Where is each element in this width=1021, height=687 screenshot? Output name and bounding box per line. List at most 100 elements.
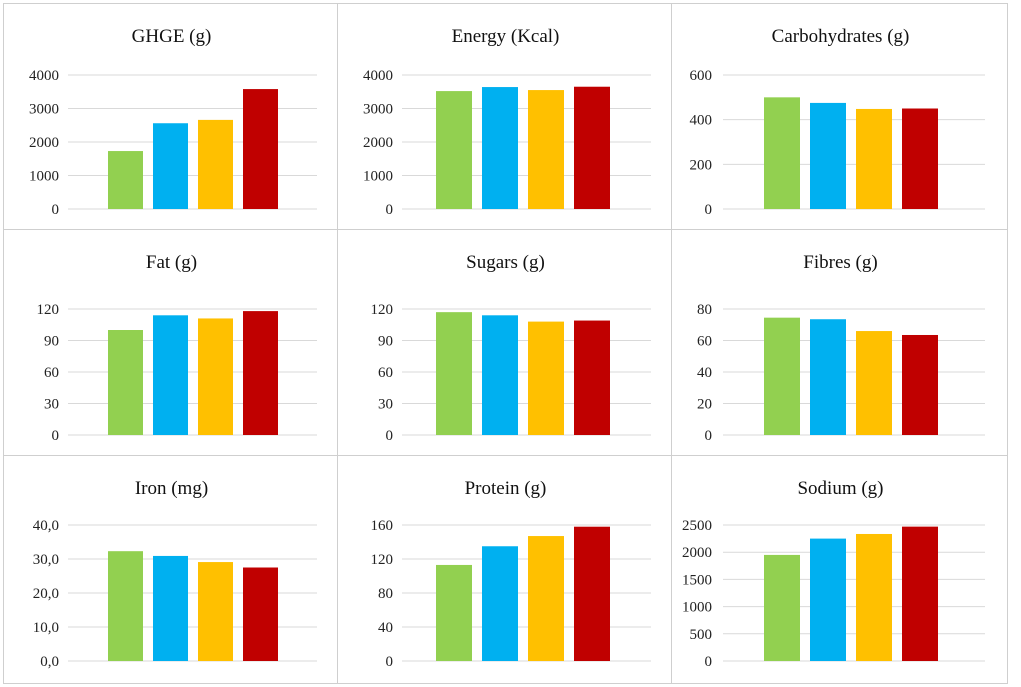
bar-2 bbox=[810, 319, 846, 435]
y-tick-label: 4000 bbox=[29, 68, 59, 84]
y-tick-label: 30 bbox=[378, 397, 393, 413]
y-tick-label: 40 bbox=[697, 365, 712, 381]
bar-3 bbox=[528, 321, 564, 435]
y-tick-label: 60 bbox=[697, 334, 712, 350]
chart-energy: Energy (Kcal) 0 1000 2000 3000 4000 bbox=[363, 26, 651, 218]
y-tick-label: 120 bbox=[37, 302, 60, 318]
chart-title: Sodium (g) bbox=[797, 478, 883, 499]
y-tick-label: 1000 bbox=[29, 169, 59, 185]
y-tick-label: 80 bbox=[378, 586, 393, 602]
y-tick-label: 200 bbox=[690, 157, 713, 173]
y-tick-label: 0,0 bbox=[40, 654, 59, 670]
y-tick-label: 2500 bbox=[682, 518, 712, 534]
chart-title: Iron (mg) bbox=[135, 478, 208, 499]
bar-3 bbox=[856, 108, 892, 209]
y-tick-label: 0 bbox=[705, 202, 713, 218]
bar-2 bbox=[153, 315, 188, 435]
panel-sodium: Sodium (g) 0 500 1000 1500 2000 2500 bbox=[671, 455, 1008, 684]
y-tick-label: 1500 bbox=[682, 572, 712, 588]
chart-sodium: Sodium (g) 0 500 1000 1500 2000 2500 bbox=[682, 478, 985, 670]
y-tick-label: 2000 bbox=[363, 135, 393, 151]
panel-iron: Iron (mg) 0,0 10,0 20,0 30,0 40,0 bbox=[3, 455, 338, 684]
bar-1 bbox=[764, 317, 800, 435]
y-tick-label: 2000 bbox=[682, 545, 712, 561]
panel-sugars: Sugars (g) 0 30 60 90 120 bbox=[337, 229, 672, 456]
bar-4 bbox=[243, 89, 278, 209]
panel-fat: Fat (g) 0 30 60 90 120 bbox=[3, 229, 338, 456]
bar-4 bbox=[574, 526, 610, 661]
y-tick-label: 60 bbox=[44, 365, 59, 381]
y-tick-label: 600 bbox=[690, 68, 713, 84]
bar-3 bbox=[528, 536, 564, 661]
y-tick-label: 90 bbox=[44, 334, 59, 350]
chart-title: Carbohydrates (g) bbox=[772, 26, 910, 47]
y-tick-label: 0 bbox=[705, 654, 713, 670]
panel-protein: Protein (g) 0 40 80 120 160 bbox=[337, 455, 672, 684]
bar-4 bbox=[574, 320, 610, 435]
bar-1 bbox=[436, 564, 472, 661]
y-tick-label: 120 bbox=[371, 552, 394, 568]
chart-title: Fat (g) bbox=[146, 252, 197, 273]
bar-4 bbox=[902, 334, 938, 435]
chart-sugars: Sugars (g) 0 30 60 90 120 bbox=[371, 252, 651, 444]
chart-title: Fibres (g) bbox=[803, 252, 877, 273]
bar-4 bbox=[243, 567, 278, 661]
bar-2 bbox=[153, 123, 188, 209]
chart-title: GHGE (g) bbox=[132, 26, 212, 47]
chart-fat: Fat (g) 0 30 60 90 120 bbox=[37, 252, 317, 444]
chart-fibres: Fibres (g) 0 20 40 60 80 bbox=[697, 252, 985, 444]
bar-1 bbox=[108, 551, 143, 661]
panel-carbohydrates: Carbohydrates (g) 0 200 400 600 bbox=[671, 3, 1008, 230]
bar-4 bbox=[243, 311, 278, 435]
chart-protein: Protein (g) 0 40 80 120 160 bbox=[371, 478, 651, 670]
bar-1 bbox=[764, 554, 800, 661]
bar-4 bbox=[902, 526, 938, 661]
panel-fibres: Fibres (g) 0 20 40 60 80 bbox=[671, 229, 1008, 456]
y-tick-label: 40 bbox=[378, 620, 393, 636]
bar-1 bbox=[436, 312, 472, 435]
chart-carbohydrates: Carbohydrates (g) 0 200 400 600 bbox=[690, 26, 985, 218]
chart-title: Protein (g) bbox=[465, 478, 547, 499]
y-tick-label: 1000 bbox=[363, 169, 393, 185]
bar-3 bbox=[528, 90, 564, 209]
bar-4 bbox=[902, 108, 938, 209]
chart-title: Sugars (g) bbox=[466, 252, 545, 273]
y-tick-label: 0 bbox=[386, 202, 394, 218]
y-tick-label: 0 bbox=[52, 202, 60, 218]
bar-3 bbox=[198, 119, 233, 209]
y-tick-label: 500 bbox=[690, 627, 713, 643]
y-tick-label: 0 bbox=[386, 654, 394, 670]
y-tick-label: 120 bbox=[371, 302, 394, 318]
y-tick-label: 0 bbox=[386, 428, 394, 444]
y-tick-label: 20,0 bbox=[33, 586, 59, 602]
y-tick-label: 4000 bbox=[363, 68, 393, 84]
panel-energy: Energy (Kcal) 0 1000 2000 3000 4000 bbox=[337, 3, 672, 230]
bar-2 bbox=[482, 315, 518, 435]
y-tick-label: 3000 bbox=[29, 102, 59, 118]
y-tick-label: 2000 bbox=[29, 135, 59, 151]
bar-2 bbox=[810, 538, 846, 661]
bar-3 bbox=[856, 331, 892, 435]
y-tick-label: 30,0 bbox=[33, 552, 59, 568]
bar-1 bbox=[436, 91, 472, 209]
y-tick-label: 20 bbox=[697, 397, 712, 413]
chart-title: Energy (Kcal) bbox=[452, 26, 560, 47]
bar-3 bbox=[198, 562, 233, 661]
bar-2 bbox=[810, 102, 846, 209]
bar-1 bbox=[108, 330, 143, 435]
y-tick-label: 90 bbox=[378, 334, 393, 350]
y-tick-label: 3000 bbox=[363, 102, 393, 118]
y-tick-label: 60 bbox=[378, 365, 393, 381]
y-tick-label: 0 bbox=[705, 428, 713, 444]
y-tick-label: 80 bbox=[697, 302, 712, 318]
bar-2 bbox=[482, 87, 518, 209]
bar-2 bbox=[153, 555, 188, 661]
chart-ghge: GHGE (g) 0 1000 2000 3000 4000 bbox=[29, 26, 317, 218]
y-tick-label: 0 bbox=[52, 428, 60, 444]
y-tick-label: 30 bbox=[44, 397, 59, 413]
bar-4 bbox=[574, 86, 610, 209]
y-tick-label: 160 bbox=[371, 518, 394, 534]
y-tick-label: 1000 bbox=[682, 600, 712, 616]
y-tick-label: 40,0 bbox=[33, 518, 59, 534]
